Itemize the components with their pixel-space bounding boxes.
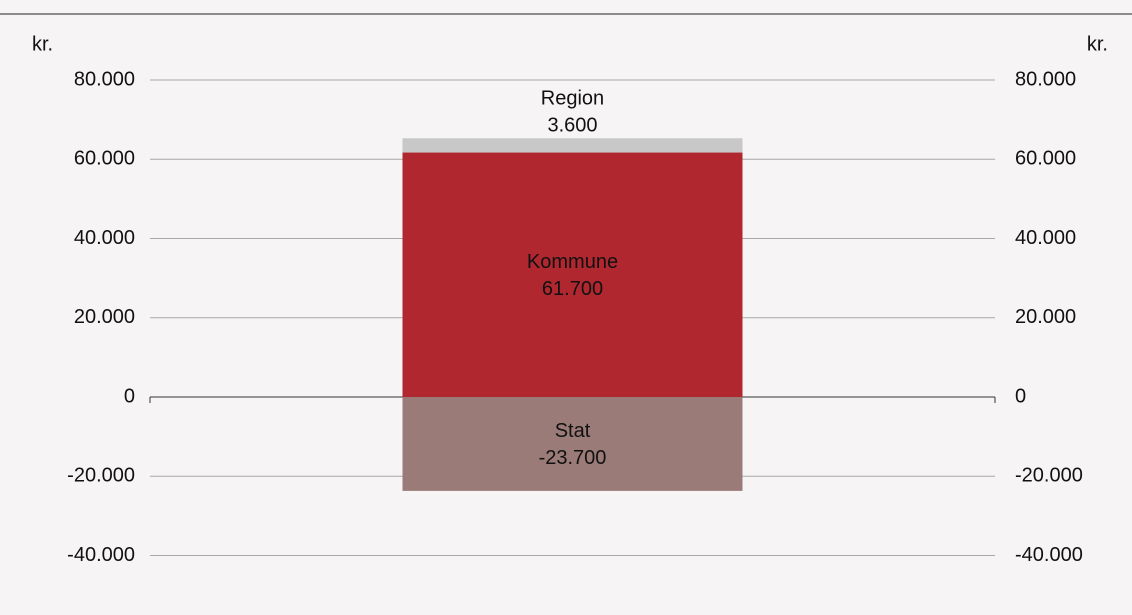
bar-segment	[402, 396, 743, 491]
data-label: -23.700	[539, 447, 607, 469]
y-tick-label: 80.000	[74, 68, 135, 90]
y-tick-label: 40.000	[74, 227, 135, 249]
y2-tick-label: -20.000	[1015, 465, 1083, 487]
bar-segment	[402, 152, 743, 397]
segment-name: Stat	[555, 420, 591, 442]
y-tick-label: 60.000	[74, 148, 135, 170]
y2-tick-label: 80.000	[1015, 68, 1076, 90]
y-tick-label: 0	[124, 385, 135, 407]
data-label: 3.600	[547, 115, 597, 137]
y2-axis-label: kr.	[1087, 33, 1108, 55]
bar-segment	[402, 138, 743, 153]
segment-name: Kommune	[527, 251, 618, 273]
y-tick-label: 20.000	[74, 306, 135, 328]
y-tick-label: -40.000	[67, 544, 135, 566]
y-tick-label: -20.000	[67, 465, 135, 487]
y2-tick-label: 60.000	[1015, 148, 1076, 170]
y2-tick-label: 20.000	[1015, 306, 1076, 328]
y2-tick-label: -40.000	[1015, 544, 1083, 566]
y-axis-label: kr.	[32, 33, 53, 55]
segment-name: Region	[541, 88, 604, 110]
y2-tick-label: 40.000	[1015, 227, 1076, 249]
y2-tick-label: 0	[1015, 385, 1026, 407]
data-label: 61.700	[542, 278, 603, 300]
